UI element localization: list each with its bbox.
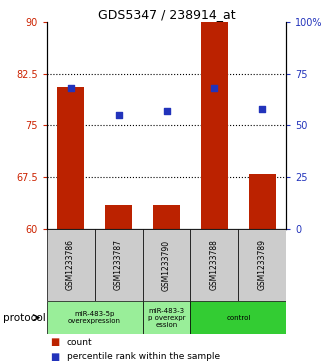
Text: GSM1233788: GSM1233788: [210, 240, 219, 290]
Point: [68, 85, 73, 91]
Bar: [249, 174, 276, 229]
Point: [212, 85, 217, 91]
Bar: [95, 229, 143, 301]
Bar: [143, 301, 190, 334]
Bar: [190, 301, 286, 334]
Text: GSM1233790: GSM1233790: [162, 240, 171, 290]
Point: [164, 108, 169, 114]
Text: GSM1233786: GSM1233786: [66, 240, 75, 290]
Bar: [105, 205, 132, 229]
Bar: [201, 22, 228, 229]
Bar: [153, 205, 180, 229]
Text: GSM1233787: GSM1233787: [114, 240, 123, 290]
Bar: [47, 229, 95, 301]
Bar: [238, 229, 286, 301]
Text: protocol: protocol: [3, 313, 46, 323]
Bar: [57, 87, 84, 229]
Point: [116, 112, 121, 118]
Text: control: control: [226, 315, 251, 321]
Text: miR-483-5p
overexpression: miR-483-5p overexpression: [68, 311, 121, 324]
Text: ■: ■: [50, 352, 59, 362]
Text: miR-483-3
p overexpr
ession: miR-483-3 p overexpr ession: [148, 307, 185, 328]
Text: GSM1233789: GSM1233789: [258, 240, 267, 290]
Title: GDS5347 / 238914_at: GDS5347 / 238914_at: [98, 8, 235, 21]
Bar: [47, 301, 143, 334]
Bar: [143, 229, 190, 301]
Text: percentile rank within the sample: percentile rank within the sample: [67, 352, 220, 361]
Text: ■: ■: [50, 337, 59, 347]
Text: count: count: [67, 338, 92, 347]
Bar: [190, 229, 238, 301]
Point: [260, 106, 265, 111]
